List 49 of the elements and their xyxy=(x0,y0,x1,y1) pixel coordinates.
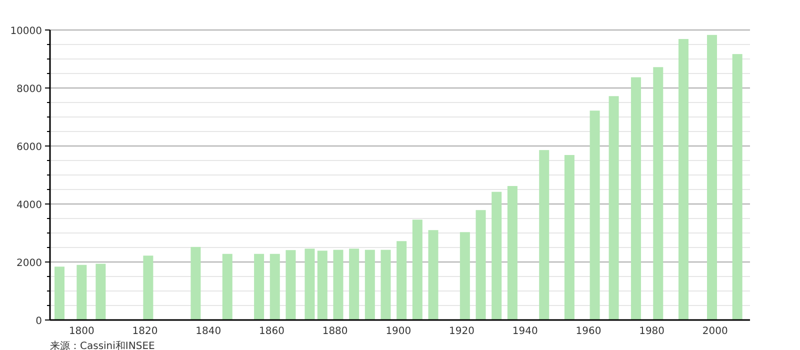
bar xyxy=(270,254,280,320)
bar xyxy=(564,154,574,320)
bar xyxy=(630,77,641,320)
y-tick-label: 0 xyxy=(36,316,42,327)
x-tick-label: 2000 xyxy=(702,326,728,337)
bar xyxy=(54,266,64,320)
bar xyxy=(349,248,360,320)
bar xyxy=(460,232,470,320)
x-tick-label: 1940 xyxy=(512,326,538,337)
y-tick-label: 4000 xyxy=(16,200,42,211)
y-tick-label: 6000 xyxy=(16,142,42,153)
x-tick-label: 1820 xyxy=(132,326,158,337)
y-tick-label: 2000 xyxy=(16,258,42,269)
bar xyxy=(364,250,375,320)
bar xyxy=(380,250,391,320)
bar xyxy=(476,210,486,320)
bar xyxy=(678,38,688,320)
x-tick-label: 1920 xyxy=(449,326,474,337)
bar xyxy=(286,250,296,320)
x-tick-label: 1900 xyxy=(386,326,412,337)
bar xyxy=(539,150,550,320)
bar xyxy=(143,256,154,320)
bar xyxy=(608,96,619,320)
bar xyxy=(706,34,717,320)
x-tick-label: 1880 xyxy=(322,326,348,337)
bar xyxy=(333,250,344,320)
source-note: 来源：Cassini和INSEE xyxy=(50,340,155,350)
bar xyxy=(76,264,87,320)
x-tick-label: 1840 xyxy=(196,326,222,337)
bar xyxy=(317,250,328,320)
x-tick-label: 1980 xyxy=(639,326,665,337)
bar xyxy=(222,254,232,320)
bar xyxy=(492,192,502,320)
bar xyxy=(304,248,315,320)
bar xyxy=(732,54,742,320)
bar xyxy=(653,67,664,320)
bar xyxy=(412,220,422,320)
x-tick-label: 1800 xyxy=(68,326,94,337)
x-tick-label: 1960 xyxy=(576,326,602,337)
bar xyxy=(96,264,106,320)
bar xyxy=(590,110,600,320)
bar xyxy=(190,246,201,320)
y-tick-label: 10000 xyxy=(10,26,42,37)
bar xyxy=(254,254,264,320)
y-tick-label: 8000 xyxy=(16,84,42,95)
bar xyxy=(396,241,407,320)
x-tick-label: 1860 xyxy=(258,326,284,337)
bar xyxy=(507,186,518,320)
bar xyxy=(428,230,438,320)
